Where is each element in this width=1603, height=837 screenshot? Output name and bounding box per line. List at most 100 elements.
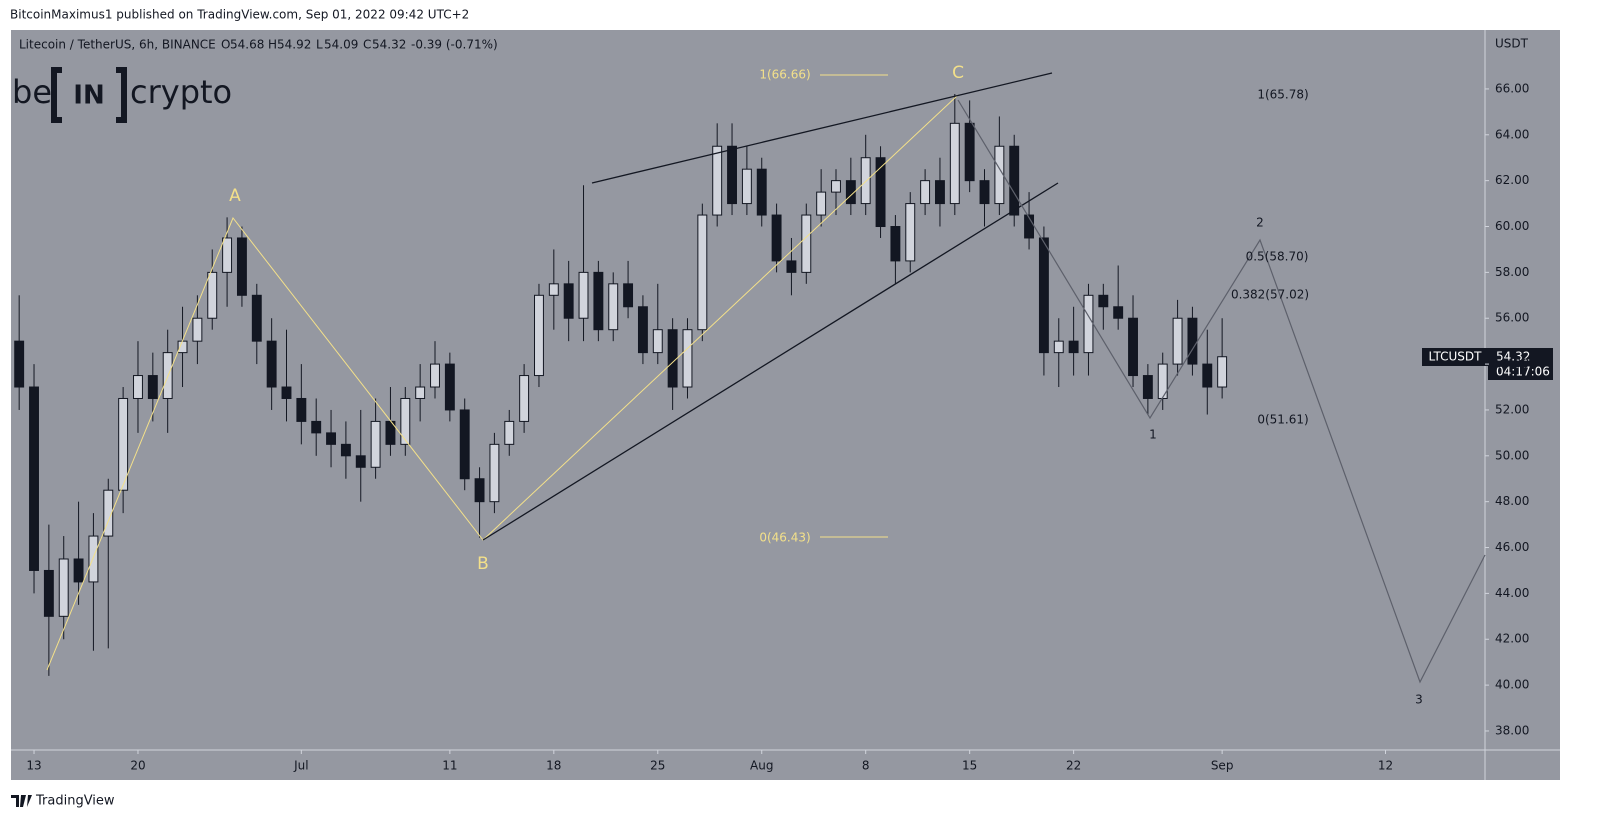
y-tick-label: 44.00 bbox=[1495, 586, 1529, 600]
candle-body bbox=[593, 271, 604, 331]
ohlc-key: H bbox=[268, 38, 277, 52]
x-tick-label: 25 bbox=[650, 759, 665, 773]
y-tick-label: 64.00 bbox=[1495, 127, 1529, 141]
candle-body bbox=[816, 191, 827, 216]
candle-body bbox=[905, 203, 916, 262]
candle-body bbox=[73, 558, 84, 583]
candle-body bbox=[682, 329, 693, 388]
candle-body bbox=[251, 294, 262, 342]
candle-body bbox=[578, 271, 589, 319]
abc-zigzag bbox=[46, 94, 959, 671]
candle-body bbox=[147, 375, 158, 399]
marks-layer bbox=[14, 93, 1228, 676]
wave-label: A bbox=[229, 186, 241, 206]
candle-body bbox=[430, 363, 440, 388]
y-tick-label: 40.00 bbox=[1495, 678, 1529, 692]
candle-body bbox=[623, 283, 634, 308]
ticker-tag-text: LTCUSDT bbox=[1428, 350, 1482, 364]
candle-body bbox=[29, 386, 39, 571]
y-tick-label: 56.00 bbox=[1495, 311, 1529, 325]
x-tick-label: 8 bbox=[862, 759, 870, 773]
publisher: BitcoinMaximus1 published on TradingView… bbox=[10, 8, 469, 22]
candle-body bbox=[474, 478, 485, 503]
candle-body bbox=[281, 386, 292, 399]
price-tag-text: 54.32 bbox=[1496, 350, 1530, 364]
time-axis-background bbox=[11, 750, 1560, 780]
candle-body bbox=[296, 397, 307, 422]
y-tick-label: 54.00 bbox=[1495, 357, 1529, 371]
price-tag bbox=[1488, 348, 1553, 380]
candle-body bbox=[1172, 317, 1183, 365]
ohlc-value: 54.92 bbox=[277, 38, 311, 52]
candle-body bbox=[1009, 145, 1020, 216]
candle-body bbox=[934, 180, 945, 205]
candle-body bbox=[504, 420, 515, 445]
x-tick-label: 11 bbox=[442, 759, 457, 773]
candle-body bbox=[756, 168, 767, 216]
candle-body bbox=[875, 157, 886, 228]
candle-body bbox=[845, 180, 856, 205]
wave-label: B bbox=[477, 554, 489, 574]
y-tick-label: 48.00 bbox=[1495, 494, 1529, 508]
candle-body bbox=[400, 397, 411, 445]
candle-body bbox=[608, 283, 619, 331]
candle-body bbox=[741, 168, 752, 205]
candle-body bbox=[1142, 375, 1153, 399]
logo-text: crypto bbox=[130, 73, 232, 111]
candle-body bbox=[415, 386, 426, 399]
fib-label: 1(66.66) bbox=[759, 68, 810, 82]
wave-number: 1 bbox=[1149, 428, 1157, 442]
candle-body bbox=[1113, 306, 1124, 319]
candle-body bbox=[222, 237, 233, 273]
candle-body bbox=[860, 157, 871, 205]
candle-body bbox=[133, 375, 143, 399]
candle-body bbox=[355, 455, 366, 468]
candle-body bbox=[712, 145, 723, 216]
candle-body bbox=[207, 271, 218, 319]
wave-label: C bbox=[952, 63, 964, 83]
candle-body bbox=[444, 363, 455, 411]
ohlc-key: L bbox=[316, 38, 323, 52]
projection-path bbox=[957, 99, 1486, 684]
y-tick-label: 50.00 bbox=[1495, 448, 1529, 462]
candle-body bbox=[890, 226, 901, 262]
candle-body bbox=[652, 329, 663, 354]
candle-body bbox=[177, 340, 188, 354]
candle-body bbox=[311, 420, 322, 434]
candle-body bbox=[326, 432, 337, 445]
x-tick-label: Aug bbox=[750, 759, 773, 773]
candle-body bbox=[1083, 294, 1094, 354]
candle-body bbox=[831, 180, 841, 193]
x-tick-label: 12 bbox=[1378, 759, 1393, 773]
x-tick-label: Sep bbox=[1211, 759, 1234, 773]
candle-body bbox=[949, 122, 960, 205]
ohlc-change: -0.39 (-0.71%) bbox=[411, 38, 498, 52]
x-tick-label: 22 bbox=[1066, 759, 1081, 773]
candle-body bbox=[667, 329, 678, 388]
ohlc-value: 54.32 bbox=[372, 38, 406, 52]
y-tick-label: 46.00 bbox=[1495, 540, 1529, 554]
candle-body bbox=[236, 237, 247, 296]
candle-body bbox=[1128, 317, 1138, 377]
candle-body bbox=[43, 569, 54, 617]
y-tick-label: 60.00 bbox=[1495, 219, 1529, 233]
ohlc-key: C bbox=[363, 38, 371, 52]
candle-body bbox=[459, 409, 470, 480]
candle-body bbox=[637, 306, 648, 354]
candle-body bbox=[1187, 317, 1198, 365]
candle-body bbox=[370, 420, 381, 468]
candle-body bbox=[727, 145, 737, 205]
x-tick-label: 20 bbox=[130, 759, 145, 773]
candle-body bbox=[489, 443, 500, 503]
fib-label: 0(46.43) bbox=[759, 531, 810, 545]
price-axis-background bbox=[1485, 30, 1560, 750]
candle-body bbox=[771, 214, 782, 262]
fib-ext-label: 0.5(58.70) bbox=[1246, 250, 1309, 264]
candle-body bbox=[801, 214, 812, 273]
candle-body bbox=[979, 180, 990, 205]
candle-body bbox=[58, 558, 69, 617]
candle-body bbox=[697, 214, 708, 331]
wave-number: 3 bbox=[1415, 693, 1423, 707]
candle-body bbox=[118, 397, 129, 491]
candle-body bbox=[266, 340, 277, 388]
